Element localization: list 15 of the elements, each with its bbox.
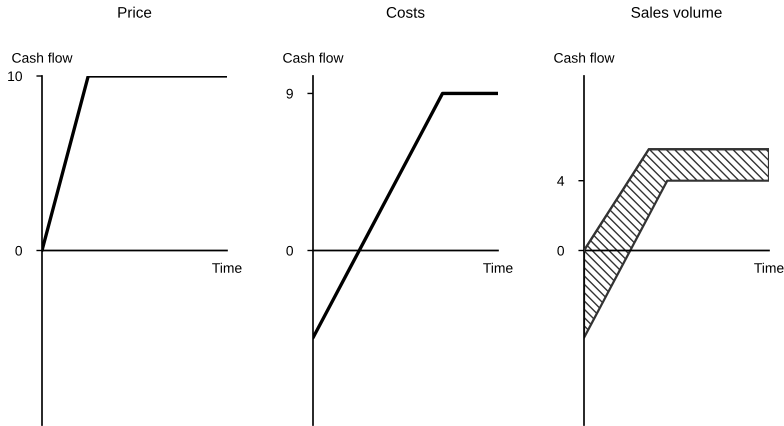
y-axis-title: Cash flow — [12, 52, 73, 63]
y-axis-title: Cash flow — [554, 52, 615, 63]
x-axis-title: Time — [754, 262, 784, 273]
chart-title: Sales volume — [631, 6, 722, 18]
y-tick-label: 10 — [8, 71, 22, 82]
y-tick-label: 0 — [15, 246, 22, 256]
chart-title: Price — [118, 6, 152, 18]
y-tick-label: 9 — [286, 88, 293, 99]
y-tick-label: 4 — [557, 176, 564, 186]
x-axis-title: Time — [483, 262, 513, 273]
y-axis-title: Cash flow — [283, 52, 344, 63]
y-tick-label: 0 — [557, 246, 564, 256]
x-axis-title: Time — [212, 262, 242, 273]
y-tick-label: 0 — [286, 246, 294, 256]
chart-title: Costs — [386, 7, 424, 18]
